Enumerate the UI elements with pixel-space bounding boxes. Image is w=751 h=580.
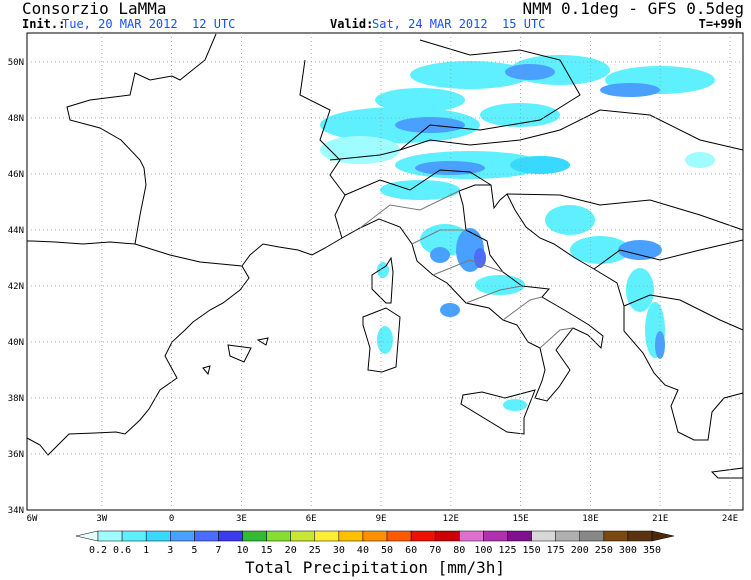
border <box>399 39 581 151</box>
valid-label: Valid: <box>330 17 373 31</box>
colorbar-box <box>145 530 171 542</box>
lat-label: 34N <box>8 506 24 516</box>
colorbar-box <box>410 530 436 542</box>
colorbar-label: 7 <box>215 545 221 556</box>
coastline <box>26 184 744 456</box>
colorbar-label: 80 <box>453 545 465 556</box>
border <box>329 109 744 161</box>
colorbar-box <box>362 530 388 542</box>
colorbar-over <box>651 530 675 542</box>
colorbar-label: 70 <box>429 545 441 556</box>
colorbar-box <box>121 530 147 542</box>
lat-label: 48N <box>8 114 24 124</box>
colorbar-under <box>75 530 99 542</box>
lon-label: 24E <box>722 514 738 524</box>
colorbar-label: 10 <box>236 545 248 556</box>
lon-label: 15E <box>512 514 528 524</box>
colorbar-label: 40 <box>357 545 369 556</box>
colorbar-box <box>242 530 267 542</box>
colorbar-box <box>434 530 460 542</box>
island <box>371 256 394 304</box>
colorbar-box <box>218 530 243 542</box>
init-label: Init.: <box>22 17 65 31</box>
colorbar-box <box>555 530 580 542</box>
colorbar-label: 175 <box>547 545 565 556</box>
lon-label: 3E <box>236 514 247 524</box>
colorbar-label: 125 <box>498 545 516 556</box>
island <box>256 337 269 346</box>
colorbar-label: 50 <box>381 545 393 556</box>
precipitation-field <box>320 55 715 411</box>
island <box>227 344 252 363</box>
colorbar-label: 1 <box>143 545 149 556</box>
lon-label: 3W <box>96 514 107 524</box>
colorbar-label: 0.2 <box>89 545 107 556</box>
colorbar-box <box>170 530 195 542</box>
colorbar-label: 250 <box>595 545 613 556</box>
colorbar-box <box>507 530 532 542</box>
colorbar-box <box>314 530 340 542</box>
border <box>506 193 744 231</box>
lon-label: 6E <box>306 514 317 524</box>
lon-label: 6W <box>27 514 38 524</box>
colorbar-label: 30 <box>333 545 345 556</box>
border <box>623 294 744 331</box>
colorbar-box <box>290 530 316 542</box>
lon-label: 12E <box>443 514 459 524</box>
colorbar-label: 150 <box>523 545 541 556</box>
colorbar-label: 300 <box>619 545 637 556</box>
colorbar-label: 0.6 <box>113 545 131 556</box>
model: NMM 0.1deg - GFS 0.5deg <box>522 0 744 18</box>
colorbar-label: 200 <box>571 545 589 556</box>
colorbar-box <box>97 530 123 542</box>
colorbar-label: 20 <box>285 545 297 556</box>
island <box>710 467 744 479</box>
colorbar-label: 60 <box>405 545 417 556</box>
colorbar-title: Total Precipitation [mm/3h] <box>245 558 505 577</box>
lat-label: 50N <box>8 58 24 68</box>
lon-label: 0 <box>169 514 174 524</box>
island <box>202 365 211 376</box>
colorbar-box <box>386 530 412 542</box>
colorbar-box <box>579 530 605 542</box>
border <box>593 239 744 270</box>
border <box>344 169 492 196</box>
colorbar-label: 15 <box>261 545 273 556</box>
colorbar-box <box>603 530 629 542</box>
graticule <box>27 33 743 510</box>
colorbar-label: 350 <box>643 545 661 556</box>
colorbar-box <box>627 530 653 542</box>
border <box>134 243 243 267</box>
island <box>460 389 536 435</box>
brand: Consorzio LaMMa <box>22 0 167 18</box>
lon-label: 21E <box>652 514 668 524</box>
lat-label: 46N <box>8 170 24 180</box>
colorbar-box <box>194 530 219 542</box>
lat-label: 38N <box>8 394 24 404</box>
colorbar-box <box>483 530 508 542</box>
lat-label: 40N <box>8 338 24 348</box>
lat-label: 36N <box>8 450 24 460</box>
island <box>362 307 401 373</box>
plot-frame <box>26 32 744 511</box>
colorbar-label: 25 <box>309 545 321 556</box>
colorbar-box <box>338 530 364 542</box>
colorbar-label: 5 <box>191 545 197 556</box>
colorbar-label: 100 <box>474 545 492 556</box>
lat-label: 44N <box>8 226 24 236</box>
lon-label: 9E <box>376 514 387 524</box>
init-value: Tue, 20 MAR 2012 12 UTC <box>62 17 235 31</box>
valid-value: Sat, 24 MAR 2012 15 UTC <box>372 17 545 31</box>
lat-label: 42N <box>8 282 24 292</box>
lon-label: 18E <box>582 514 598 524</box>
coastline <box>27 33 217 245</box>
colorbar-box <box>531 530 556 542</box>
colorbar-box <box>459 530 484 542</box>
lead-time: T=+99h <box>699 17 742 31</box>
border <box>299 59 346 239</box>
colorbar-box <box>266 530 291 542</box>
colorbar-label: 3 <box>167 545 173 556</box>
